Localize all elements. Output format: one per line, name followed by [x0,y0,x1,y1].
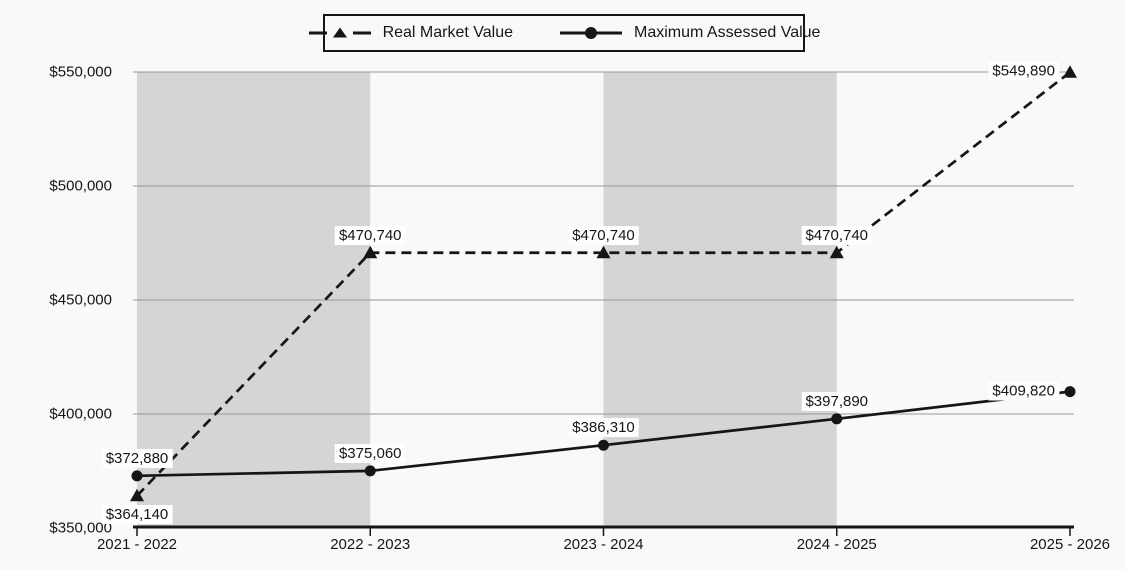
y-axis-label: $350,000 [49,519,112,537]
circle-marker [364,465,376,477]
legend-label-maximum-assessed-value: Maximum Assessed Value [634,24,821,41]
x-axis-label: 2022 - 2023 [330,536,411,553]
triangle-marker [130,488,144,502]
legend-item-maximum-assessed-value: Maximum Assessed Value [559,24,820,42]
data-point-label: $397,890 [801,391,873,411]
shaded-band-1 [603,72,837,526]
x-axis-label: 2023 - 2024 [563,536,644,553]
data-point-label: $386,310 [568,418,639,438]
y-axis-label: $500,000 [49,177,112,195]
x-axis-label: 2024 - 2025 [796,536,877,553]
data-point-label: $470,740 [568,225,639,245]
x-axis-label: 2025 - 2026 [1029,536,1111,553]
data-point-label: $409,820 [988,381,1059,401]
circle-marker [1064,386,1076,398]
y-axis-label: $400,000 [49,405,112,423]
circle-marker [831,413,843,425]
y-axis-label: $450,000 [49,291,112,309]
circle-marker [131,470,143,482]
solid-line-circle-marker-icon [560,27,622,39]
data-point-label: $372,880 [101,448,173,468]
data-point-label: $470,740 [801,225,873,245]
series-line-real-market-value [136,71,1071,497]
legend-item-real-market-value: Real Market Value [308,24,513,42]
chart-legend: Real Market Value Maximum Assessed Value [308,14,820,52]
data-point-label: $549,890 [988,61,1059,81]
legend-label-real-market-value: Real Market Value [382,24,513,41]
circle-marker [598,439,609,451]
triangle-marker [829,245,844,259]
triangle-marker [1063,65,1077,78]
x-axis-label: 2021 - 2022 [96,536,178,553]
triangle-marker [596,245,611,259]
dashed-line-triangle-marker-icon [308,27,371,38]
triangle-marker [363,245,378,259]
y-axis-label: $550,000 [49,63,112,81]
data-point-label: $375,060 [334,443,406,463]
data-point-label: $364,140 [101,504,173,524]
shaded-band-0 [137,72,371,526]
data-point-label: $470,740 [334,225,406,245]
